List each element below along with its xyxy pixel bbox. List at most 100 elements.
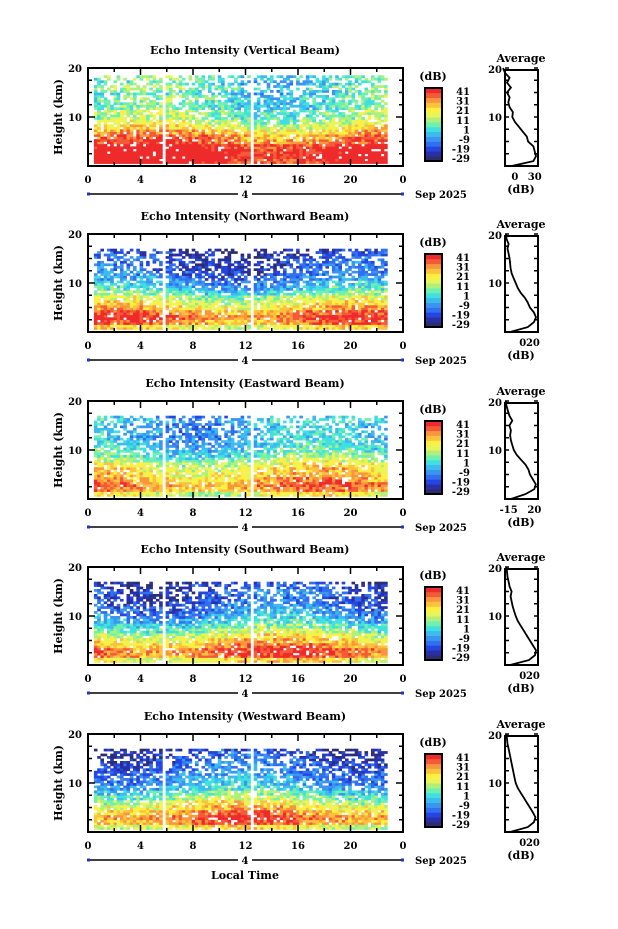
heatmap-cell (364, 131, 369, 135)
heatmap-cell (240, 265, 245, 269)
heatmap-cell (136, 312, 140, 316)
heatmap-cell (358, 114, 362, 118)
heatmap-cell (348, 75, 352, 79)
heatmap-cell (312, 99, 316, 103)
heatmap-cell (302, 136, 307, 140)
heatmap-cell (172, 312, 176, 316)
heatmap-cell (195, 287, 199, 291)
heatmap-cell (240, 287, 245, 291)
heatmap-cell (178, 290, 183, 294)
heatmap-cell (116, 148, 121, 152)
heatmap-cell (322, 129, 326, 132)
heatmap-cell (195, 280, 199, 284)
heatmap-cell (243, 312, 248, 316)
heatmap-cell (181, 319, 186, 323)
heatmap-cell (152, 114, 157, 118)
heatmap-cell (237, 107, 241, 110)
heatmap-cell (123, 95, 127, 98)
heatmap-cell (325, 297, 329, 301)
heatmap-cell (120, 285, 124, 289)
heatmap-cell (270, 114, 274, 118)
heatmap-cell (208, 297, 212, 301)
heatmap-cell (165, 85, 170, 88)
heatmap-cell (358, 295, 362, 298)
heatmap-cell (302, 143, 307, 147)
heatmap-cell (338, 295, 342, 298)
heatmap-cell (168, 77, 173, 81)
heatmap-cell (97, 474, 101, 478)
heatmap-cell (159, 312, 163, 316)
heatmap-cell (270, 324, 274, 328)
heatmap-cell (168, 134, 173, 137)
heatmap-cell (283, 314, 287, 318)
heatmap-cell (120, 87, 124, 91)
heatmap-cell (273, 126, 277, 130)
heatmap-cell (168, 131, 173, 135)
heatmap-cell (299, 107, 303, 110)
heatmap-cell (107, 141, 111, 145)
heatmap-cell (273, 143, 277, 147)
heatmap-cell (217, 134, 222, 137)
heatmap-cell (351, 151, 356, 154)
heatmap-cell (133, 265, 137, 269)
heatmap-cell (211, 312, 215, 316)
colorbar-tick-label: -9 (459, 135, 470, 146)
heatmap-cell (351, 319, 356, 323)
heatmap-cell (263, 117, 268, 120)
heatmap-cell (168, 290, 173, 294)
heatmap-cell (230, 290, 235, 294)
heatmap-cell (371, 283, 375, 286)
heatmap-cell (325, 283, 329, 286)
heatmap-cell (325, 253, 329, 257)
heatmap-cell (384, 302, 388, 306)
heatmap-cell (201, 305, 206, 308)
heatmap-cell (325, 251, 329, 254)
heatmap-cell (296, 97, 300, 101)
heatmap-cell (230, 156, 235, 159)
heatmap-cell (256, 126, 261, 130)
heatmap-cell (292, 104, 297, 108)
heatmap-cell (364, 309, 369, 313)
heatmap-cell (354, 124, 359, 128)
heatmap-cell (97, 260, 101, 264)
heatmap-cell (123, 121, 127, 125)
heatmap-cell (266, 258, 271, 262)
heatmap-cell (146, 292, 150, 296)
heatmap-cell (201, 295, 206, 298)
heatmap-cell (384, 322, 388, 325)
heatmap-cell (195, 156, 199, 159)
heatmap-cell (289, 273, 294, 276)
heatmap-cell (230, 99, 235, 103)
heatmap-cell (185, 278, 189, 281)
average-title: Average (495, 52, 545, 65)
heatmap-cell (364, 327, 369, 330)
heatmap-cell (155, 327, 160, 330)
heatmap-cell (208, 324, 212, 328)
heatmap-cell (172, 161, 176, 164)
heatmap-cell (191, 309, 196, 313)
heatmap-cell (345, 295, 349, 298)
heatmap-cell (97, 440, 101, 443)
heatmap-cell (312, 297, 316, 301)
heatmap-cell (341, 107, 346, 110)
heatmap-cell (227, 263, 232, 267)
heatmap-cell (113, 131, 118, 135)
heatmap-cell (256, 87, 261, 91)
heatmap-cell (296, 143, 300, 147)
heatmap-cell (380, 263, 385, 267)
heatmap-cell (328, 290, 333, 294)
heatmap-cell (371, 253, 375, 257)
heatmap-cell (146, 107, 150, 110)
heatmap-cell (234, 99, 238, 103)
heatmap-cell (361, 314, 365, 318)
heatmap-cell (165, 112, 170, 115)
heatmap-cell (299, 319, 303, 323)
heatmap-cell (296, 77, 300, 81)
heatmap-cell (367, 148, 372, 152)
heatmap-cell (253, 119, 258, 123)
heatmap-cell (237, 124, 241, 128)
heatmap-cell (266, 287, 271, 291)
heatmap-cell (149, 292, 153, 296)
heatmap-cell (195, 121, 199, 125)
heatmap-cell (302, 124, 307, 128)
